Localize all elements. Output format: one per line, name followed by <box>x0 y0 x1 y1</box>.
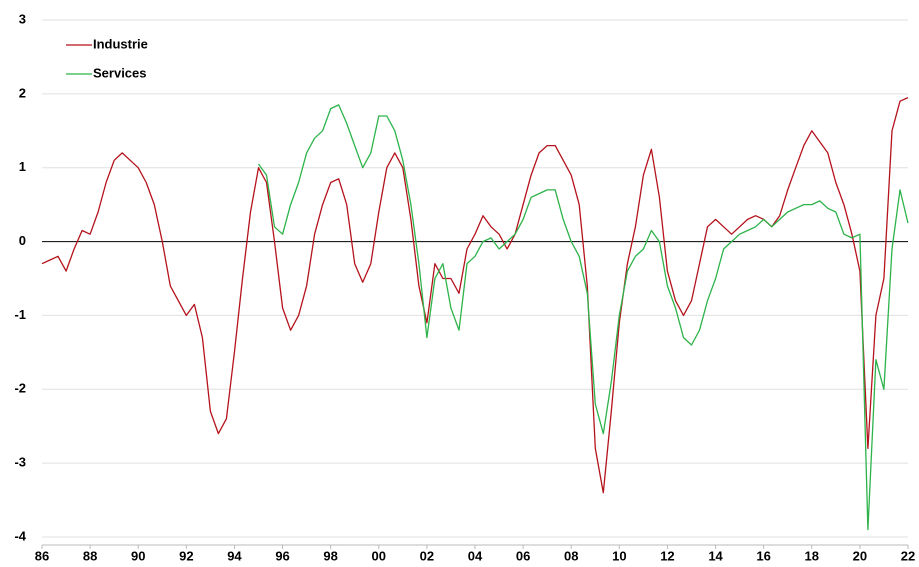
x-tick-label: 02 <box>420 548 434 563</box>
x-tick-label: 90 <box>131 548 145 563</box>
x-tick-label: 92 <box>179 548 193 563</box>
x-tick-label: 12 <box>660 548 674 563</box>
y-tick-label: -2 <box>14 381 26 396</box>
x-tick-label: 96 <box>275 548 289 563</box>
x-tick-label: 18 <box>805 548 819 563</box>
y-tick-label: 0 <box>19 233 26 248</box>
x-tick-label: 22 <box>901 548 915 563</box>
x-tick-label: 06 <box>516 548 530 563</box>
y-tick-label: -4 <box>14 528 26 543</box>
x-tick-label: 88 <box>83 548 97 563</box>
x-tick-label: 20 <box>853 548 867 563</box>
legend-label: Services <box>93 65 147 80</box>
x-tick-label: 94 <box>227 548 242 563</box>
x-tick-label: 08 <box>564 548 578 563</box>
y-tick-label: -1 <box>14 307 26 322</box>
x-tick-label: 98 <box>323 548 337 563</box>
x-tick-label: 16 <box>756 548 770 563</box>
y-tick-label: -3 <box>14 455 26 470</box>
x-tick-label: 10 <box>612 548 626 563</box>
y-tick-label: 1 <box>19 159 26 174</box>
x-tick-label: 14 <box>708 548 723 563</box>
y-tick-label: 2 <box>19 85 26 100</box>
series-line <box>41 97 909 494</box>
y-tick-label: 3 <box>19 11 26 26</box>
legend-label: Industrie <box>93 36 148 51</box>
x-tick-label: 00 <box>372 548 386 563</box>
series-line <box>257 104 909 531</box>
x-tick-label: 86 <box>35 548 49 563</box>
x-tick-label: 04 <box>468 548 483 563</box>
